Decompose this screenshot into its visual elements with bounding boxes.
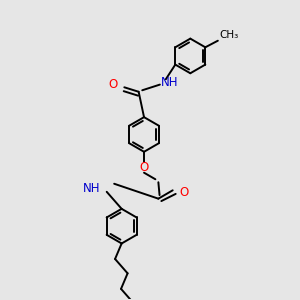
Text: NH: NH bbox=[83, 182, 101, 195]
Text: O: O bbox=[140, 161, 149, 174]
Text: NH: NH bbox=[160, 76, 178, 89]
Text: O: O bbox=[108, 78, 117, 91]
Text: CH₃: CH₃ bbox=[219, 30, 238, 40]
Text: O: O bbox=[180, 186, 189, 199]
